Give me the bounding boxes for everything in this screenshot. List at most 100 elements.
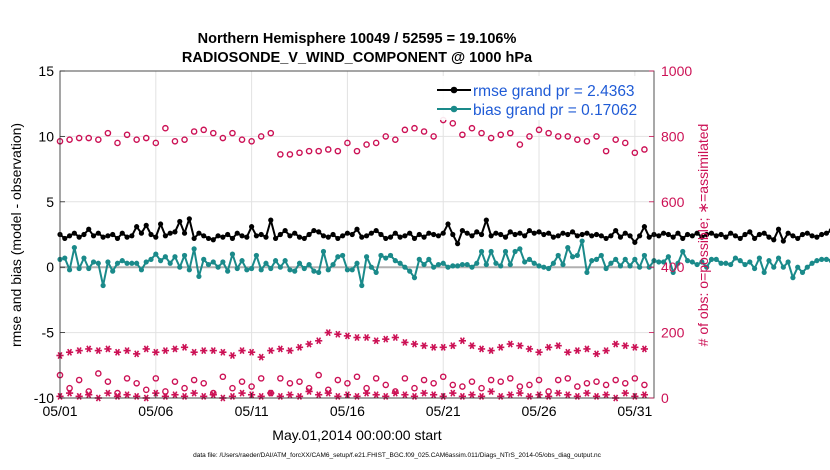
asterisk-stroke [431, 391, 437, 399]
rmse-point [253, 233, 260, 239]
bias-point [804, 264, 810, 270]
assimilated-obs-marker [152, 348, 160, 356]
bias-point [531, 260, 537, 266]
bias-point [790, 275, 796, 281]
possible-obs-marker [420, 128, 428, 135]
assimilated-obs-marker [238, 347, 246, 355]
bias-point [469, 264, 475, 270]
asterisk-stroke [373, 391, 379, 399]
assimilated-obs-marker [65, 348, 74, 356]
possible-obs-marker [564, 375, 572, 382]
possible-obs-marker [401, 126, 409, 134]
rmse-point [320, 233, 327, 239]
asterisk-stroke [134, 392, 140, 400]
possible-obs-marker [487, 376, 495, 384]
bias-point [823, 256, 830, 262]
bias-point [459, 261, 465, 268]
asterisk-stroke [258, 392, 264, 400]
bias-point [402, 264, 408, 270]
possible-obs-marker [554, 376, 562, 384]
possible-obs-marker [363, 141, 370, 148]
rmse-point [732, 233, 739, 239]
rmse-point [522, 233, 528, 239]
assimilated-obs-marker [621, 389, 629, 397]
possible-obs-marker [277, 151, 284, 158]
bias-point [330, 261, 336, 268]
assimilated-obs-marker [65, 389, 74, 397]
possible-obs-marker [248, 383, 255, 390]
assimilated-obs-marker [583, 389, 591, 397]
assimilated-obs-marker [372, 337, 380, 345]
bias-point [86, 265, 92, 272]
asterisk-stroke [526, 345, 532, 353]
bias-point [498, 263, 504, 269]
rmse-point [387, 234, 394, 240]
asterisk-stroke [153, 348, 159, 356]
asterisk-stroke [229, 392, 235, 400]
x-tick-label: 05/26 [522, 403, 557, 419]
possible-obs-marker [612, 136, 619, 143]
rmse-point [680, 235, 686, 242]
bias-point [134, 260, 140, 266]
possible-obs-marker [200, 379, 208, 387]
assimilated-obs-marker [257, 392, 265, 400]
asterisk-stroke [440, 343, 446, 351]
asterisk-stroke [335, 392, 341, 400]
asterisk-stroke [220, 348, 226, 356]
bias-point [632, 256, 638, 262]
bias-point [378, 252, 384, 259]
rmse-point [723, 234, 729, 240]
asterisk-stroke [498, 343, 504, 351]
asterisk-stroke [402, 338, 408, 346]
rmse-point [282, 227, 288, 234]
asterisk-stroke [249, 348, 255, 356]
possible-obs-marker [334, 376, 342, 384]
asterisk-stroke [287, 391, 293, 399]
y2-tick-label: 800 [661, 128, 685, 144]
possible-obs-marker [363, 384, 370, 392]
assimilated-obs-marker [123, 391, 131, 399]
bias-point [129, 260, 135, 266]
y-tick-label: 0 [46, 259, 54, 275]
bias-point [354, 260, 360, 266]
asterisk-stroke [316, 337, 322, 345]
assimilated-obs-marker [228, 351, 237, 360]
rmse-point [713, 233, 719, 239]
possible-obs-marker [162, 388, 169, 395]
rmse-point [608, 233, 614, 239]
possible-obs-marker [449, 120, 457, 127]
possible-obs-marker [66, 384, 73, 392]
assimilated-obs-marker [468, 342, 476, 350]
asterisk-stroke [124, 347, 130, 355]
asterisk-stroke [268, 389, 274, 397]
assimilated-obs-marker [171, 345, 179, 353]
rmse-point [771, 237, 777, 243]
possible-obs-marker [104, 129, 112, 137]
possible-obs-marker [430, 379, 437, 387]
bias-point [751, 265, 758, 272]
assimilated-obs-marker [190, 348, 198, 356]
bias-point [512, 248, 518, 255]
bias-point [416, 256, 422, 262]
possible-obs-marker [200, 126, 208, 134]
bias-point [66, 267, 73, 273]
possible-obs-marker [401, 375, 409, 382]
bias-point [565, 244, 571, 251]
asterisk-stroke [584, 345, 590, 353]
rmse-point [287, 233, 293, 239]
bias-point [718, 260, 724, 266]
bias-point [478, 248, 485, 255]
possible-obs-marker [353, 147, 361, 155]
assimilated-obs-marker [257, 353, 265, 361]
possible-obs-marker [267, 129, 275, 137]
asterisk-stroke [105, 389, 111, 397]
rmse-point [795, 235, 801, 242]
assimilated-obs-marker [315, 391, 323, 399]
possible-obs-marker [162, 124, 169, 132]
possible-obs-marker [219, 134, 227, 142]
x-axis-label: May.01,2014 00:00:00 start [272, 427, 442, 443]
rmse-point [86, 226, 92, 232]
asterisk-stroke [364, 333, 370, 342]
bias-point [359, 282, 365, 289]
